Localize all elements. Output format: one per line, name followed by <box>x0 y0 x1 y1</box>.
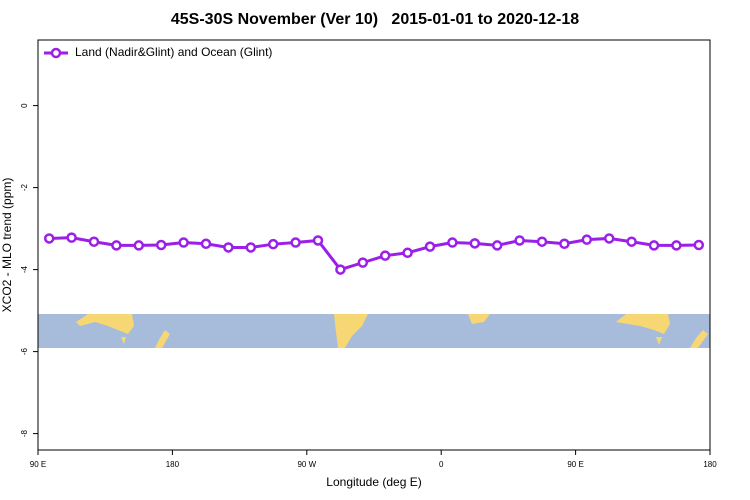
legend-marker <box>50 47 62 59</box>
data-point <box>178 237 189 248</box>
x-tick-label: 0 <box>439 460 444 469</box>
data-point <box>223 242 234 253</box>
data-point <box>603 233 615 244</box>
data-point <box>335 264 346 275</box>
y-tick-label: 0 <box>20 103 29 108</box>
data-point <box>133 240 145 251</box>
data-point <box>626 236 637 247</box>
y-axis-label: XCO2 - MLO trend (ppm) <box>0 178 14 313</box>
data-point <box>88 236 100 247</box>
data-point <box>469 238 481 249</box>
data-point <box>514 235 525 246</box>
chart-title: 45S-30S November (Ver 10) 2015-01-01 to … <box>171 11 579 28</box>
data-point <box>155 239 167 251</box>
data-point <box>671 240 682 251</box>
y-tick-label: -8 <box>20 429 29 437</box>
data-point <box>581 234 593 245</box>
plot-frame <box>37 39 711 451</box>
data-point <box>693 239 705 251</box>
data-point <box>379 250 391 261</box>
data-point <box>357 257 369 268</box>
map-strip <box>38 314 710 348</box>
data-point <box>491 240 503 251</box>
data-point <box>648 240 660 251</box>
x-tick-label: 90 E <box>567 460 583 469</box>
data-point <box>43 233 55 244</box>
data-point <box>447 237 458 248</box>
data-point <box>559 238 570 250</box>
legend: Land (Nadir&Glint) and Ocean (Glint) <box>44 45 272 59</box>
x-axis-label: Longitude (deg E) <box>326 475 421 489</box>
x-tick-label: 90 E <box>30 460 46 469</box>
y-tick-label: -6 <box>20 347 29 355</box>
x-tick-label: 90 W <box>297 460 316 469</box>
legend-label: Land (Nadir&Glint) and Ocean (Glint) <box>75 45 272 59</box>
data-point <box>267 238 279 250</box>
series-line <box>49 236 699 272</box>
data-point <box>402 247 413 259</box>
y-tick-label: -2 <box>20 183 29 191</box>
data-point <box>536 236 548 247</box>
data-point <box>245 242 257 253</box>
data-point <box>290 237 301 248</box>
data-point <box>111 240 122 251</box>
data-point <box>66 232 77 243</box>
data-point <box>312 235 324 246</box>
data-point <box>200 238 212 250</box>
x-tick-label: 180 <box>166 460 180 469</box>
y-tick-label: -4 <box>20 265 29 273</box>
x-tick-label: 180 <box>703 460 717 469</box>
data-point <box>424 241 436 252</box>
